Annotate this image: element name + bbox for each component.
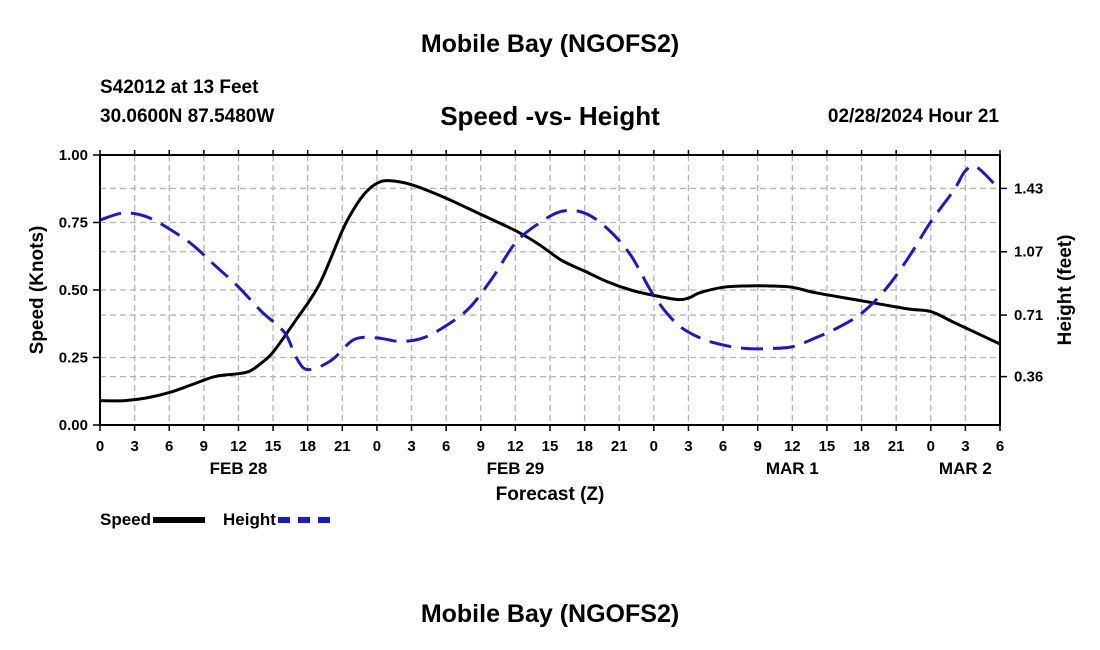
x-tick-label: 9 bbox=[200, 438, 208, 455]
x-tick-label: 15 bbox=[819, 438, 836, 455]
x-tick-label: 3 bbox=[407, 438, 415, 455]
legend-height-label: Height bbox=[223, 510, 276, 529]
station-label: S42012 at 13 Feet bbox=[100, 77, 259, 98]
x-tick-label: 6 bbox=[996, 438, 1004, 455]
legend-speed-swatch bbox=[153, 517, 206, 523]
y-tick-label-left: 1.00 bbox=[59, 147, 88, 164]
chart-subtitle: Speed -vs- Height bbox=[440, 101, 660, 131]
x-tick-label: 12 bbox=[784, 438, 801, 455]
x-tick-label: 3 bbox=[130, 438, 138, 455]
y-tick-label-right: 1.07 bbox=[1014, 244, 1043, 261]
y-tick-label-right: 0.71 bbox=[1014, 307, 1043, 324]
y-axis-left-title: Speed (Knots) bbox=[27, 226, 48, 355]
series-line-height bbox=[99, 164, 1002, 372]
y-tick-label-left: 0.75 bbox=[59, 215, 88, 232]
series-line-speed bbox=[99, 179, 1001, 403]
bottom-title: Mobile Bay (NGOFS2) bbox=[420, 600, 680, 628]
y-tick-label-right: 1.43 bbox=[1014, 180, 1043, 197]
x-tick-label: 6 bbox=[442, 438, 450, 455]
x-tick-label: 12 bbox=[230, 438, 247, 455]
x-tick-label: 18 bbox=[576, 438, 593, 455]
x-tick-label: 9 bbox=[477, 438, 485, 455]
date-label: FEB 29 bbox=[487, 459, 545, 478]
x-tick-label: 18 bbox=[853, 438, 870, 455]
x-tick-label: 9 bbox=[754, 438, 762, 455]
y-tick-label-left: 0.00 bbox=[59, 417, 88, 434]
x-tick-label: 6 bbox=[165, 438, 173, 455]
date-label: MAR 2 bbox=[939, 459, 992, 478]
x-tick-label: 0 bbox=[650, 438, 658, 455]
x-tick-label: 0 bbox=[373, 438, 381, 455]
legend: Speed Height bbox=[100, 509, 348, 531]
forecast-datetime: 02/28/2024 Hour 21 bbox=[827, 106, 999, 127]
date-label: FEB 28 bbox=[210, 459, 268, 478]
x-tick-label: 0 bbox=[927, 438, 935, 455]
legend-speed-label: Speed bbox=[100, 510, 152, 529]
x-tick-label: 15 bbox=[542, 438, 559, 455]
axes: 0 3 6 9 12 15 18 21 0 3 6 9 12 15 18 21 0 3 6 9 12 15 18 21 0 3 6 F… bbox=[59, 147, 1043, 478]
x-tick-label: 6 bbox=[719, 438, 727, 455]
date-label: MAR 1 bbox=[766, 459, 819, 478]
legend-height-swatch bbox=[277, 517, 330, 523]
x-tick-label: 21 bbox=[888, 438, 905, 455]
x-tick-label: 3 bbox=[684, 438, 692, 455]
y-tick-label-left: 0.50 bbox=[59, 282, 88, 299]
y-tick-label-right: 0.36 bbox=[1014, 369, 1043, 386]
y-axis-right-title: Height (feet) bbox=[1055, 235, 1076, 346]
series-layer bbox=[99, 164, 1002, 403]
grid bbox=[100, 155, 1000, 425]
x-axis-title: Forecast (Z) bbox=[496, 484, 605, 505]
x-tick-label: 18 bbox=[299, 438, 316, 455]
x-tick-label: 3 bbox=[961, 438, 969, 455]
legend-item-height: Height bbox=[223, 510, 330, 530]
x-tick-label: 15 bbox=[265, 438, 282, 455]
coordinates-label: 30.0600N 87.5480W bbox=[100, 106, 275, 127]
x-tick-label: 21 bbox=[611, 438, 628, 455]
x-tick-label: 12 bbox=[507, 438, 524, 455]
x-tick-label: 0 bbox=[96, 438, 104, 455]
legend-item-speed: Speed bbox=[100, 510, 206, 530]
x-tick-label: 21 bbox=[334, 438, 351, 455]
top-title: Mobile Bay (NGOFS2) bbox=[420, 30, 680, 58]
y-tick-label-left: 0.25 bbox=[59, 350, 88, 367]
